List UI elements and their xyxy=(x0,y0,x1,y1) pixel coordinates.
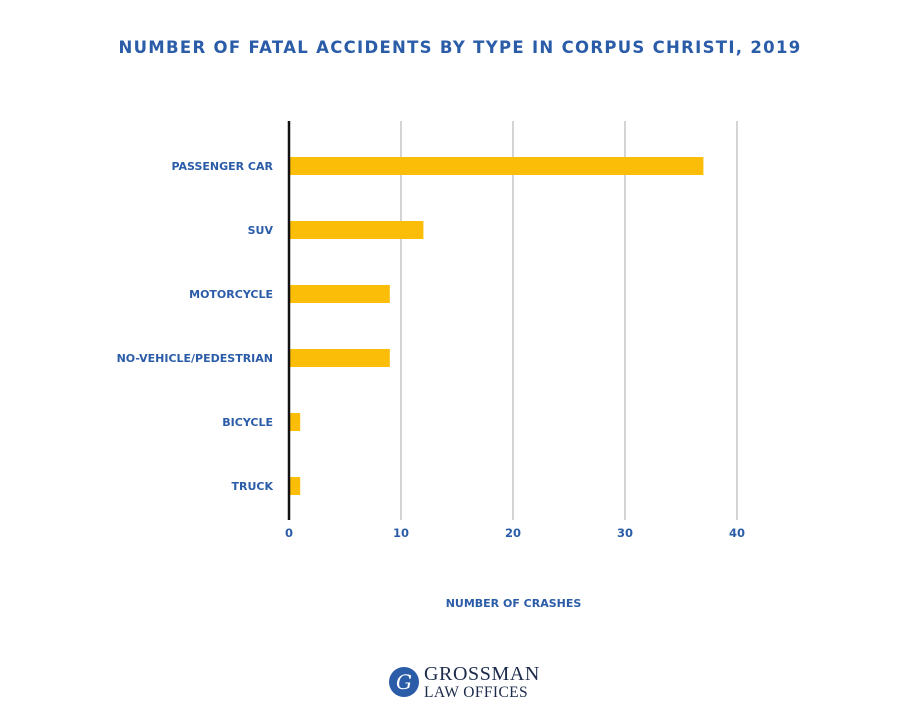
x-tick-label: 20 xyxy=(505,526,521,540)
logo-line-1: GROSSMAN xyxy=(424,663,540,685)
bar-motorcycle xyxy=(289,285,390,303)
bar-passenger-car xyxy=(289,157,704,175)
bar-suv xyxy=(289,221,424,239)
category-label: MOTORCYCLE xyxy=(189,288,273,301)
category-label: BICYCLE xyxy=(222,416,273,429)
category-label: NO-VEHICLE/PEDESTRIAN xyxy=(117,352,273,365)
x-axis-label: NUMBER OF CRASHES xyxy=(446,597,582,610)
bars xyxy=(289,157,704,495)
chart-title: NUMBER OF FATAL ACCIDENTS BY TYPE IN COR… xyxy=(118,38,802,57)
bar-bicycle xyxy=(289,413,301,431)
logo-wordmark: GROSSMAN LAW OFFICES xyxy=(424,664,540,701)
category-labels: PASSENGER CAR SUV MOTORCYCLE NO-VEHICLE/PED… xyxy=(117,160,274,493)
bar-no-vehicle-pedestrian xyxy=(289,349,390,367)
x-tick-label: 0 xyxy=(285,526,293,540)
x-tick-label: 30 xyxy=(617,526,633,540)
x-tick-labels: 0 10 20 30 40 xyxy=(285,526,745,540)
grossman-logo: G GROSSMAN LAW OFFICES xyxy=(389,664,540,701)
x-tick-label: 40 xyxy=(729,526,745,540)
x-tick-label: 10 xyxy=(393,526,409,540)
category-label: TRUCK xyxy=(231,480,273,493)
logo-g-icon: G xyxy=(389,667,419,698)
category-label: SUV xyxy=(248,224,274,237)
logo-line-2: LAW OFFICES xyxy=(424,684,529,701)
gridlines xyxy=(400,121,738,520)
bar-truck xyxy=(289,477,301,495)
category-label: PASSENGER CAR xyxy=(171,160,273,173)
